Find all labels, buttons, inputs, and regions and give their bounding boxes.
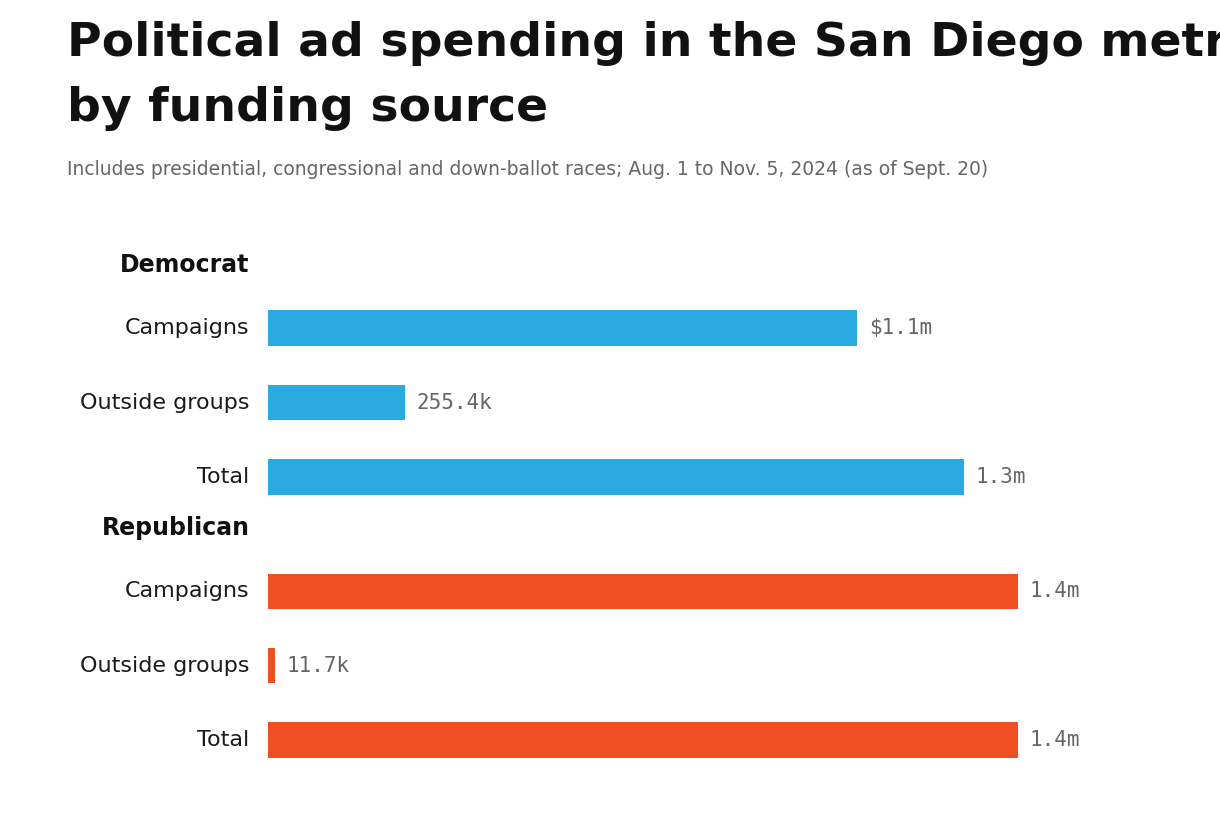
Text: Total: Total: [198, 467, 250, 487]
Text: Total: Total: [198, 730, 250, 750]
Text: 1.4m: 1.4m: [1030, 730, 1080, 750]
Text: by funding source: by funding source: [67, 86, 548, 132]
Text: Democrat: Democrat: [121, 253, 250, 277]
Text: Campaigns: Campaigns: [124, 318, 250, 338]
Text: Outside groups: Outside groups: [81, 393, 250, 413]
Bar: [268, 459, 964, 495]
Text: Campaigns: Campaigns: [124, 581, 250, 602]
Text: Outside groups: Outside groups: [81, 656, 250, 676]
Bar: [268, 648, 274, 683]
Text: Includes presidential, congressional and down-ballot races; Aug. 1 to Nov. 5, 20: Includes presidential, congressional and…: [67, 160, 988, 179]
Text: Republican: Republican: [101, 516, 250, 540]
Text: 1.3m: 1.3m: [976, 467, 1026, 487]
Text: 1.4m: 1.4m: [1030, 581, 1080, 602]
Bar: [268, 723, 1017, 758]
Bar: [268, 385, 405, 420]
Bar: [268, 311, 858, 346]
Text: $1.1m: $1.1m: [869, 318, 932, 338]
Text: 255.4k: 255.4k: [417, 393, 493, 413]
Bar: [268, 574, 1017, 609]
Text: Political ad spending in the San Diego metro area,: Political ad spending in the San Diego m…: [67, 21, 1220, 66]
Text: 11.7k: 11.7k: [287, 656, 350, 676]
